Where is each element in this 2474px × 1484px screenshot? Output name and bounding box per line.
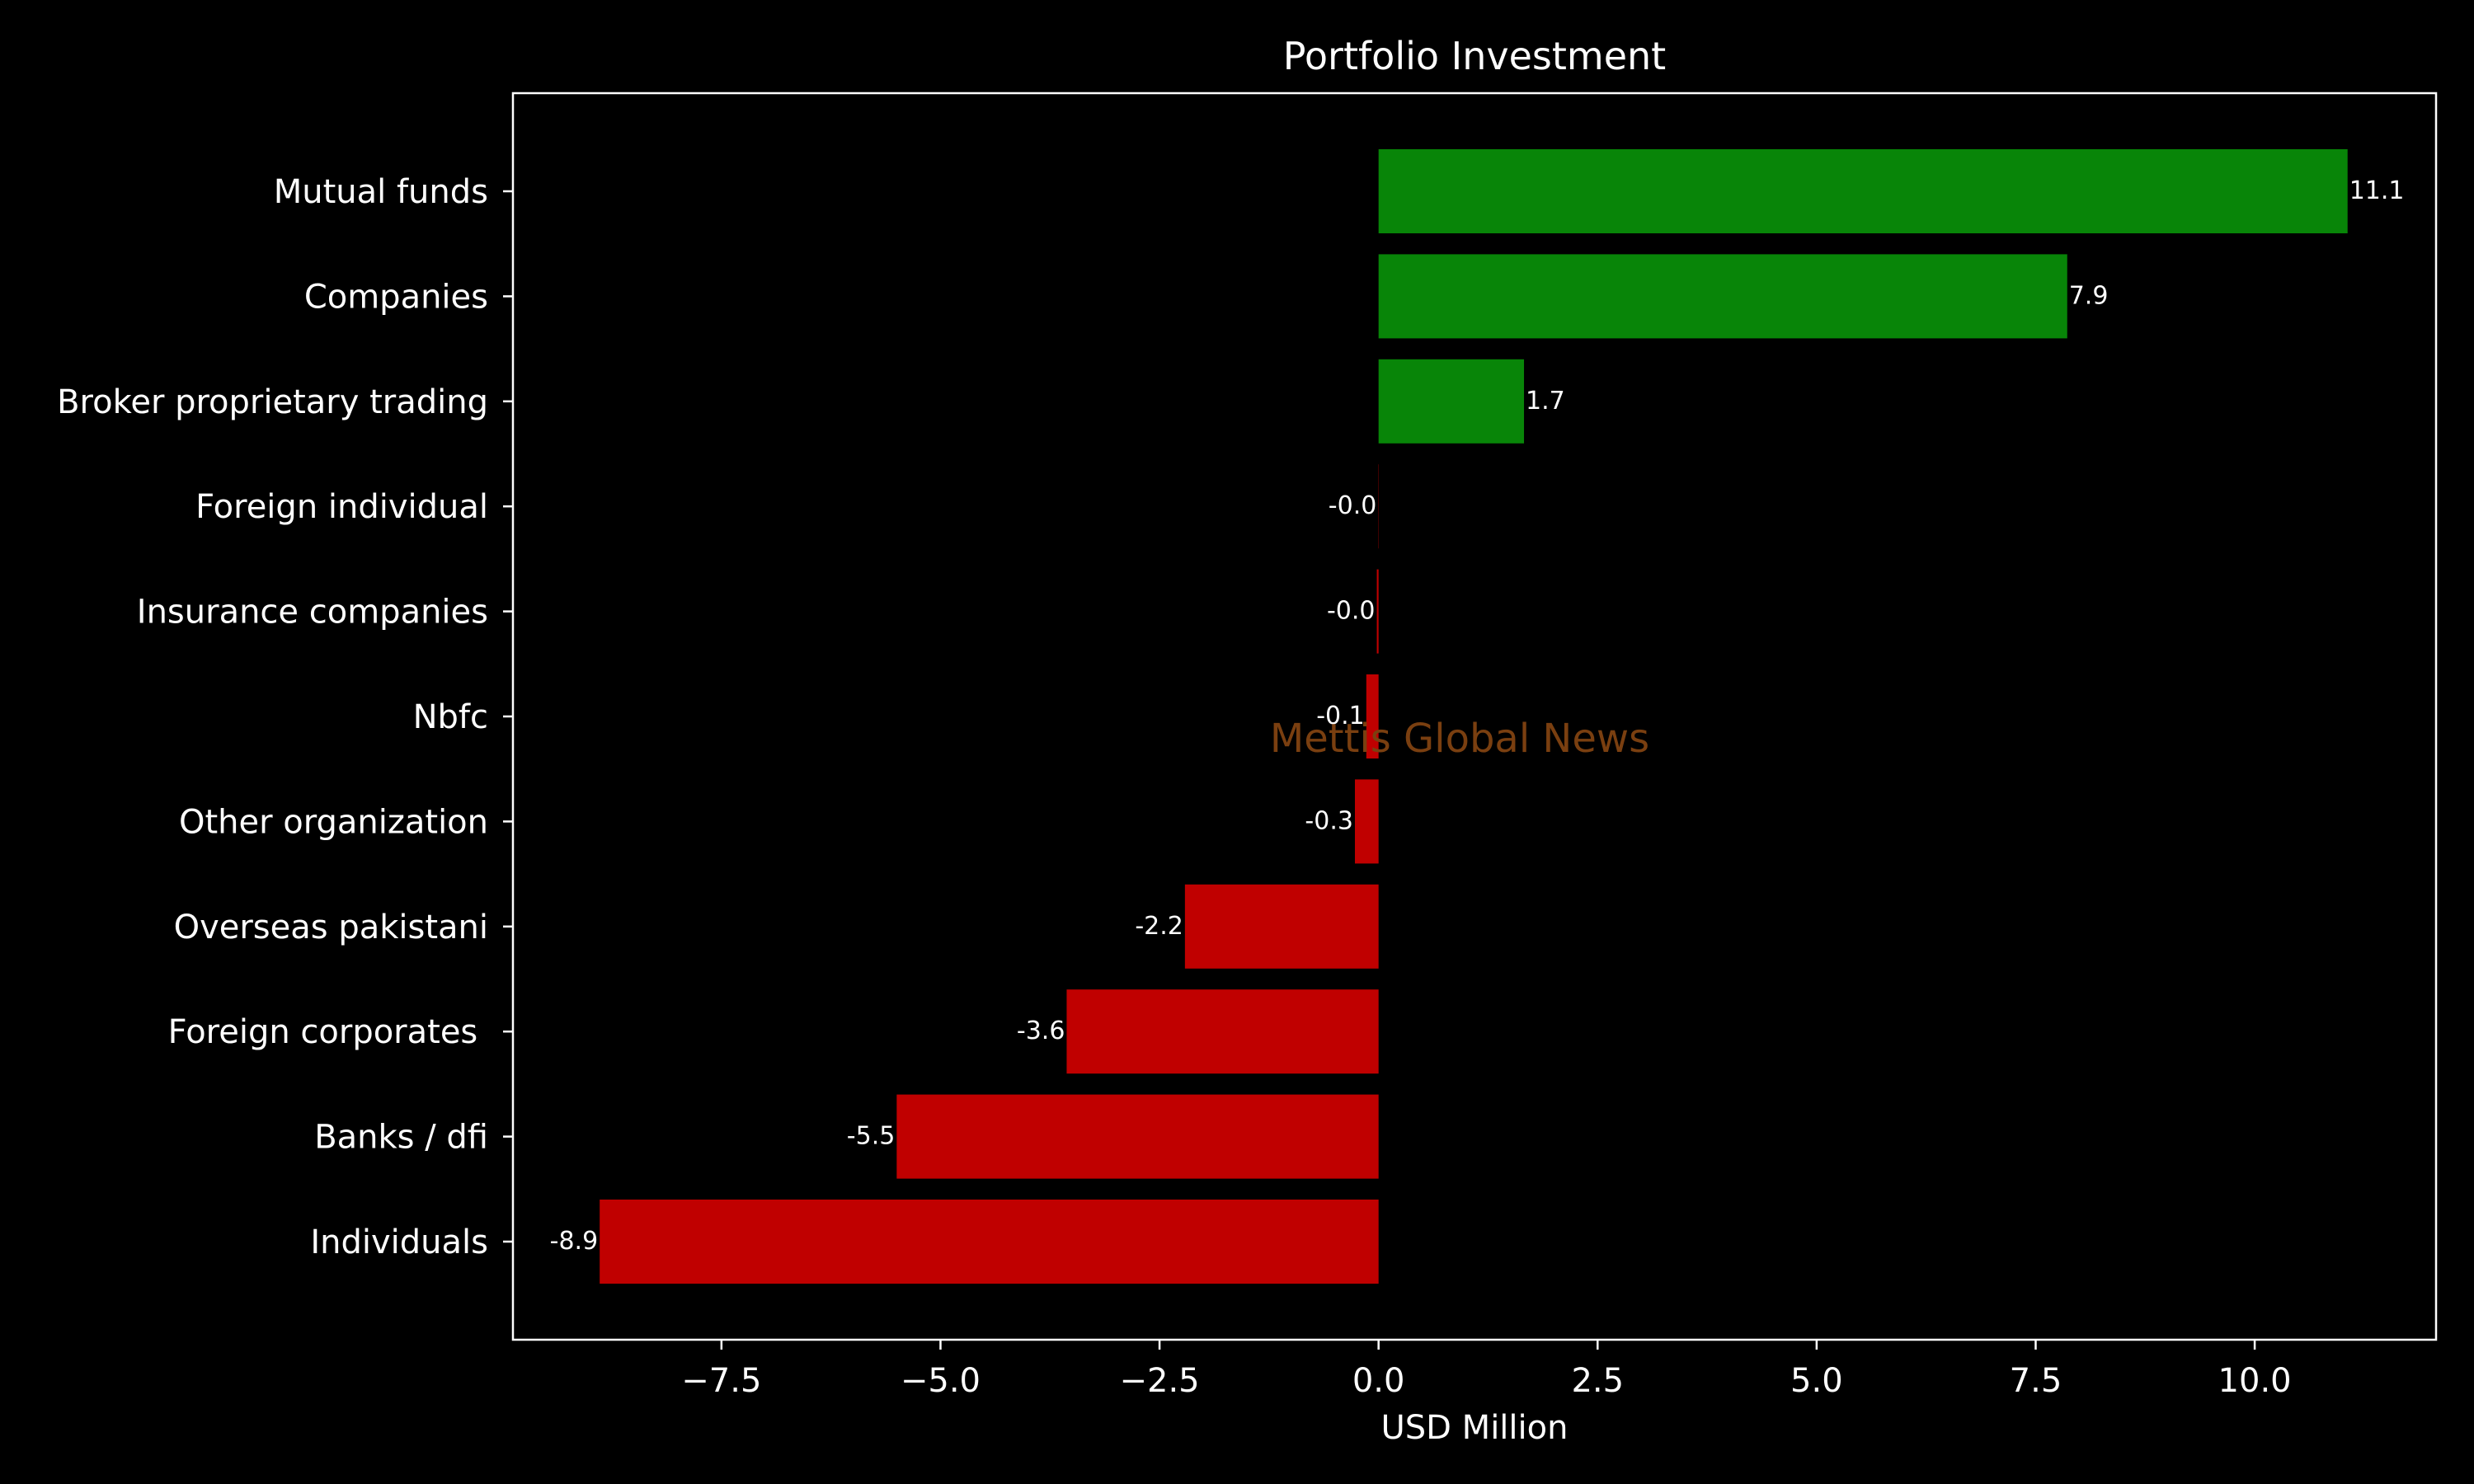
watermark: Mettis Global News (1270, 716, 1649, 762)
bar-data-label: -0.0 (1327, 597, 1376, 626)
y-axis: Mutual funds Companies Broker proprietary … (57, 173, 513, 1261)
bar-data-label: -5.5 (847, 1122, 896, 1151)
x-tick-label: −5.0 (901, 1362, 981, 1400)
bar-data-label: -0.0 (1329, 491, 1377, 520)
bars-group (600, 149, 2348, 1284)
bar (1354, 779, 1379, 864)
bar-data-label: -0.3 (1305, 806, 1353, 835)
x-tick-label: −2.5 (1119, 1362, 1199, 1400)
bar-data-label: 1.7 (1526, 387, 1565, 416)
y-tick-label: Individuals (310, 1223, 488, 1261)
bar (1184, 884, 1379, 969)
x-tick-label: 7.5 (2010, 1362, 2062, 1400)
y-tick-label: Broker proprietary trading (57, 383, 488, 421)
bar (896, 1094, 1379, 1179)
x-axis: −7.5 −5.0 −2.5 0.0 2.5 5.0 7.5 10.0 (681, 1340, 2292, 1400)
bar (1376, 569, 1379, 654)
x-tick-label: 10.0 (2218, 1362, 2292, 1400)
x-tick-label: −7.5 (681, 1362, 761, 1400)
bar (1378, 359, 1525, 444)
bar-data-label: 11.1 (2349, 176, 2405, 205)
x-tick-label: 0.0 (1352, 1362, 1405, 1400)
bar-data-label: -2.2 (1135, 912, 1183, 941)
bar (600, 1200, 1379, 1284)
chart-title: Portfolio Investment (1283, 34, 1666, 78)
y-tick-label: Overseas pakistani (174, 909, 488, 946)
bar-data-label: -0.1 (1316, 702, 1365, 730)
data-labels-group: 11.1 7.9 1.7 -0.0 -0.0 -0.1 -0.3 -2.2 -3.6 -5.5 -8… (550, 176, 2405, 1256)
y-tick-label: Nbfc (413, 698, 488, 736)
y-tick-label: Foreign corporates (168, 1013, 488, 1051)
bar-data-label: 7.9 (2069, 281, 2109, 310)
bar (1366, 674, 1379, 758)
bar-data-label: -3.6 (1017, 1017, 1065, 1045)
y-tick-label: Banks / dfi (314, 1119, 488, 1157)
y-tick-label: Mutual funds (274, 173, 488, 211)
y-tick-label: Other organization (179, 803, 488, 841)
y-tick-label: Companies (304, 278, 488, 316)
plot-area-frame (511, 92, 2438, 1341)
x-tick-label: 5.0 (1790, 1362, 1843, 1400)
x-tick-label: 2.5 (1571, 1362, 1624, 1400)
bar (1066, 989, 1379, 1074)
x-axis-label: USD Million (1381, 1409, 1569, 1447)
bar (1378, 254, 2067, 339)
y-tick-label: Foreign individual (195, 488, 488, 526)
bar (1378, 149, 2348, 233)
bar-data-label: -8.9 (550, 1227, 599, 1256)
y-tick-label: Insurance companies (137, 594, 488, 632)
